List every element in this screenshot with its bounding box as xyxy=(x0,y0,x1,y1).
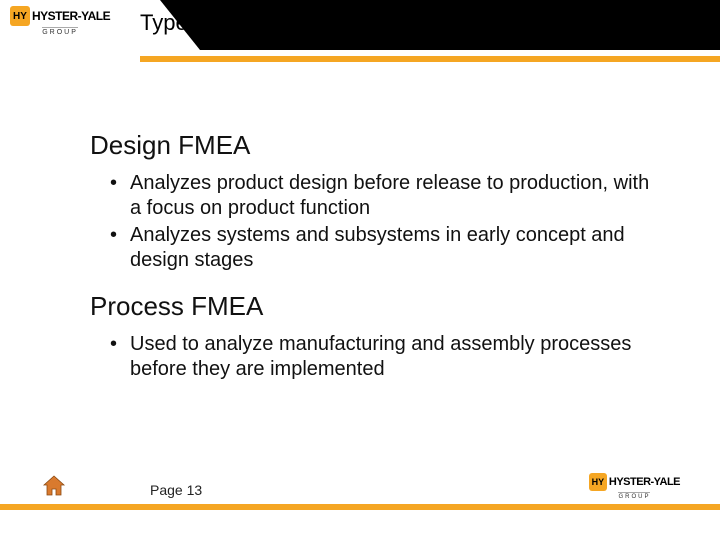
slide-content: Design FMEA Analyzes product design befo… xyxy=(90,130,660,400)
bullet-list-design: Analyzes product design before release t… xyxy=(90,171,660,273)
slide-title: Types of FMEAs xyxy=(140,10,301,36)
brand-group: GROUP xyxy=(42,27,78,36)
bullet-list-process: Used to analyze manufacturing and assemb… xyxy=(90,332,660,382)
home-icon[interactable] xyxy=(42,474,66,498)
page-number: Page 13 xyxy=(150,482,202,498)
brand-badge-icon: HY xyxy=(589,473,607,491)
bullet-item: Used to analyze manufacturing and assemb… xyxy=(130,332,660,382)
slide-header: HY HYSTER-YALE GROUP Types of FMEAs xyxy=(0,0,720,72)
brand-logo-bottom: HY HYSTER-YALE GROUP xyxy=(589,473,680,500)
bullet-item: Analyzes systems and subsystems in early… xyxy=(130,223,660,273)
accent-bar-top xyxy=(140,56,720,62)
bullet-item: Analyzes product design before release t… xyxy=(130,171,660,221)
section-title-design: Design FMEA xyxy=(90,130,660,161)
accent-bar-bottom xyxy=(0,504,720,510)
brand-name: HYSTER-YALE xyxy=(32,9,110,23)
brand-name: HYSTER-YALE xyxy=(609,476,680,488)
brand-badge-icon: HY xyxy=(10,6,30,26)
brand-logo-top: HY HYSTER-YALE GROUP xyxy=(10,6,110,36)
section-title-process: Process FMEA xyxy=(90,291,660,322)
brand-group: GROUP xyxy=(618,492,650,500)
